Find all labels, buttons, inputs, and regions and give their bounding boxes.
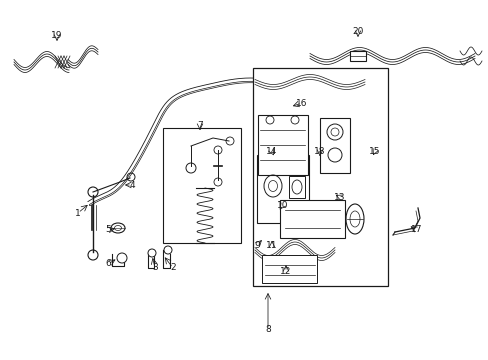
Text: 12: 12	[280, 267, 291, 276]
Text: 9: 9	[254, 240, 259, 249]
Bar	[319, 118, 349, 173]
Text: 7: 7	[197, 122, 203, 130]
Text: 15: 15	[368, 147, 380, 156]
Text: 6: 6	[105, 260, 111, 269]
Text: 16: 16	[296, 99, 307, 108]
Text: 10: 10	[277, 201, 288, 210]
Text: 3: 3	[152, 264, 158, 273]
Text: 13: 13	[334, 193, 345, 202]
Bar	[280, 200, 345, 238]
Bar	[163, 128, 241, 243]
Text: 14: 14	[266, 148, 277, 157]
Bar	[258, 115, 307, 175]
Text: 20: 20	[351, 27, 363, 36]
Ellipse shape	[148, 249, 156, 257]
Text: 8: 8	[264, 325, 270, 334]
Ellipse shape	[163, 246, 172, 254]
Text: 4: 4	[129, 180, 135, 189]
Ellipse shape	[117, 253, 127, 263]
Bar	[349, 51, 365, 61]
Ellipse shape	[114, 225, 121, 230]
Text: 17: 17	[410, 225, 422, 234]
Bar	[262, 255, 316, 283]
Text: 18: 18	[314, 148, 325, 157]
Bar	[257, 155, 308, 223]
Text: 5: 5	[105, 225, 111, 234]
Text: 2: 2	[170, 264, 176, 273]
Text: 1: 1	[75, 208, 81, 217]
Bar	[288, 176, 305, 198]
Text: 11: 11	[265, 240, 277, 249]
Bar	[252, 68, 387, 286]
Text: 19: 19	[51, 31, 62, 40]
Ellipse shape	[111, 223, 125, 233]
